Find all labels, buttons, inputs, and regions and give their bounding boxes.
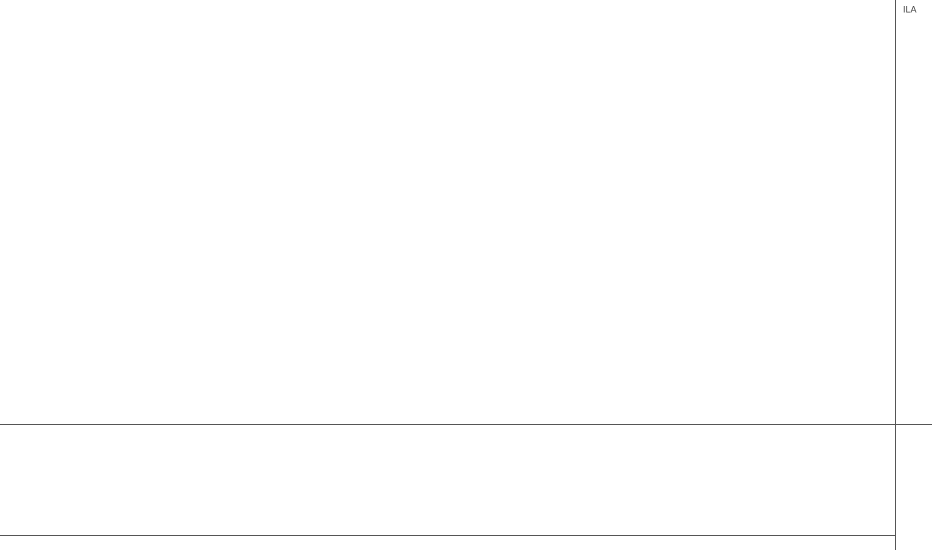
currency-label: ILA	[903, 4, 917, 14]
